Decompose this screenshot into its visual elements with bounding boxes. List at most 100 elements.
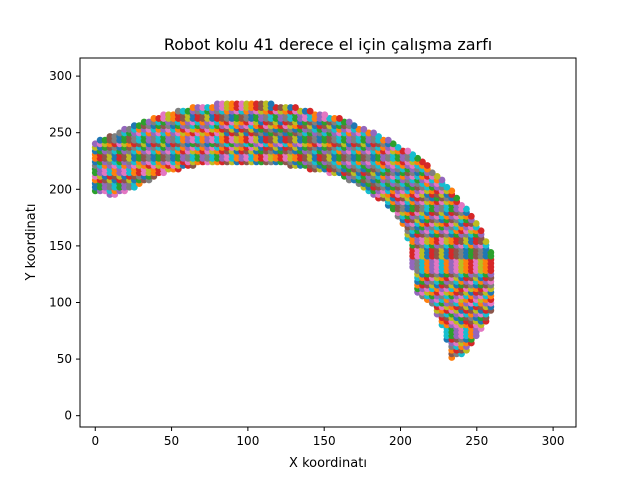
scatter-point (170, 111, 177, 119)
scatter-point (233, 100, 241, 108)
scatter-point (140, 118, 148, 126)
scatter-point (409, 151, 417, 159)
scatter-point (306, 107, 314, 115)
y-tick-label: 50 (57, 352, 72, 366)
x-tick-label: 150 (313, 434, 336, 448)
scatter-point (375, 133, 382, 140)
scatter-point (228, 100, 236, 108)
scatter-point (433, 173, 441, 180)
scatter-point (399, 147, 407, 155)
x-tick-label: 0 (91, 434, 99, 448)
scatter-point (419, 158, 426, 166)
y-tick-label: 200 (49, 182, 72, 196)
scatter-point (380, 136, 387, 144)
scatter-point (296, 107, 304, 115)
y-axis-ticks: 0 50 100 150 200 250 300 (49, 69, 80, 423)
scatter-point (301, 107, 309, 115)
scatter-point (257, 100, 265, 108)
plot-frame (79, 57, 577, 428)
scatter-point (243, 100, 251, 108)
scatter-point (355, 125, 363, 133)
scatter-point (165, 111, 172, 119)
y-tick-label: 300 (49, 69, 72, 83)
scatter-point (453, 194, 461, 202)
x-tick-label: 50 (164, 434, 179, 448)
scatter-point (316, 111, 324, 119)
scatter-point (111, 133, 119, 140)
scatter-point (155, 115, 163, 122)
scatter-point (458, 201, 465, 209)
scatter-point (262, 100, 270, 108)
x-tick-label: 100 (236, 434, 259, 448)
scatter-point (365, 129, 373, 137)
scatter-point (253, 100, 260, 108)
scatter-point (477, 227, 485, 235)
x-tick-label: 300 (542, 434, 565, 448)
scatter-point (340, 118, 348, 126)
scatter-point (487, 249, 495, 256)
scatter-point (404, 147, 412, 155)
scatter-point (184, 107, 192, 115)
scatter-point (209, 104, 216, 111)
scatter-point (428, 169, 436, 177)
scatter-point (194, 104, 202, 111)
scatter-point (199, 104, 207, 111)
x-tick-label: 250 (465, 434, 488, 448)
scatter-point (438, 176, 446, 184)
scatter-point (336, 115, 343, 122)
scatter-point (282, 104, 290, 111)
scatter-point (145, 118, 153, 126)
scatter-points (91, 100, 495, 361)
scatter-point (277, 104, 285, 111)
scatter-point (482, 238, 490, 245)
scatter-point (331, 115, 338, 122)
scatter-point (360, 125, 368, 133)
scatter-point (272, 104, 280, 111)
scatter-point (130, 122, 138, 130)
x-axis-label: X koordinatı (289, 456, 367, 471)
scatter-point (287, 104, 295, 111)
scatter-point (292, 104, 299, 111)
scatter-point (189, 104, 197, 111)
scatter-point (394, 144, 402, 151)
scatter-point (463, 205, 470, 213)
scatter-point (423, 162, 431, 169)
y-axis-label: Y koordinatı (24, 204, 39, 282)
scatter-point (101, 136, 109, 144)
scatter-point (321, 111, 329, 119)
scatter-point (389, 140, 397, 148)
scatter-point (248, 100, 255, 108)
scatter-point (116, 129, 124, 137)
scatter-point (311, 111, 319, 119)
scatter-point (204, 104, 211, 111)
scatter-point (179, 107, 187, 115)
scatter-point (472, 220, 480, 227)
scatter-point (174, 107, 182, 115)
y-tick-label: 150 (49, 239, 72, 253)
scatter-point (96, 136, 104, 144)
scatter-point (350, 122, 358, 130)
x-axis-ticks: 0 50 100 150 200 250 300 (91, 427, 565, 448)
scatter-point (443, 183, 451, 191)
scatter-point (238, 100, 246, 108)
scatter-point (121, 125, 128, 133)
scatter-point (218, 100, 226, 108)
scatter-point (126, 125, 133, 133)
scatter-point (91, 140, 99, 148)
scatter-point (106, 133, 114, 140)
scatter-point (213, 100, 221, 108)
scatter-point (135, 122, 143, 130)
y-tick-label: 100 (49, 295, 72, 309)
chart-title: Robot kolu 41 derece el için çalışma zar… (164, 35, 492, 54)
scatter-point (448, 187, 456, 195)
x-tick-label: 200 (389, 434, 412, 448)
scatter-point (414, 154, 421, 162)
scatter-point (384, 136, 392, 144)
y-tick-label: 0 (64, 409, 72, 423)
scatter-point (345, 118, 353, 126)
scatter-point (370, 129, 378, 137)
scatter-point (223, 100, 231, 108)
scatter-point (160, 111, 168, 119)
